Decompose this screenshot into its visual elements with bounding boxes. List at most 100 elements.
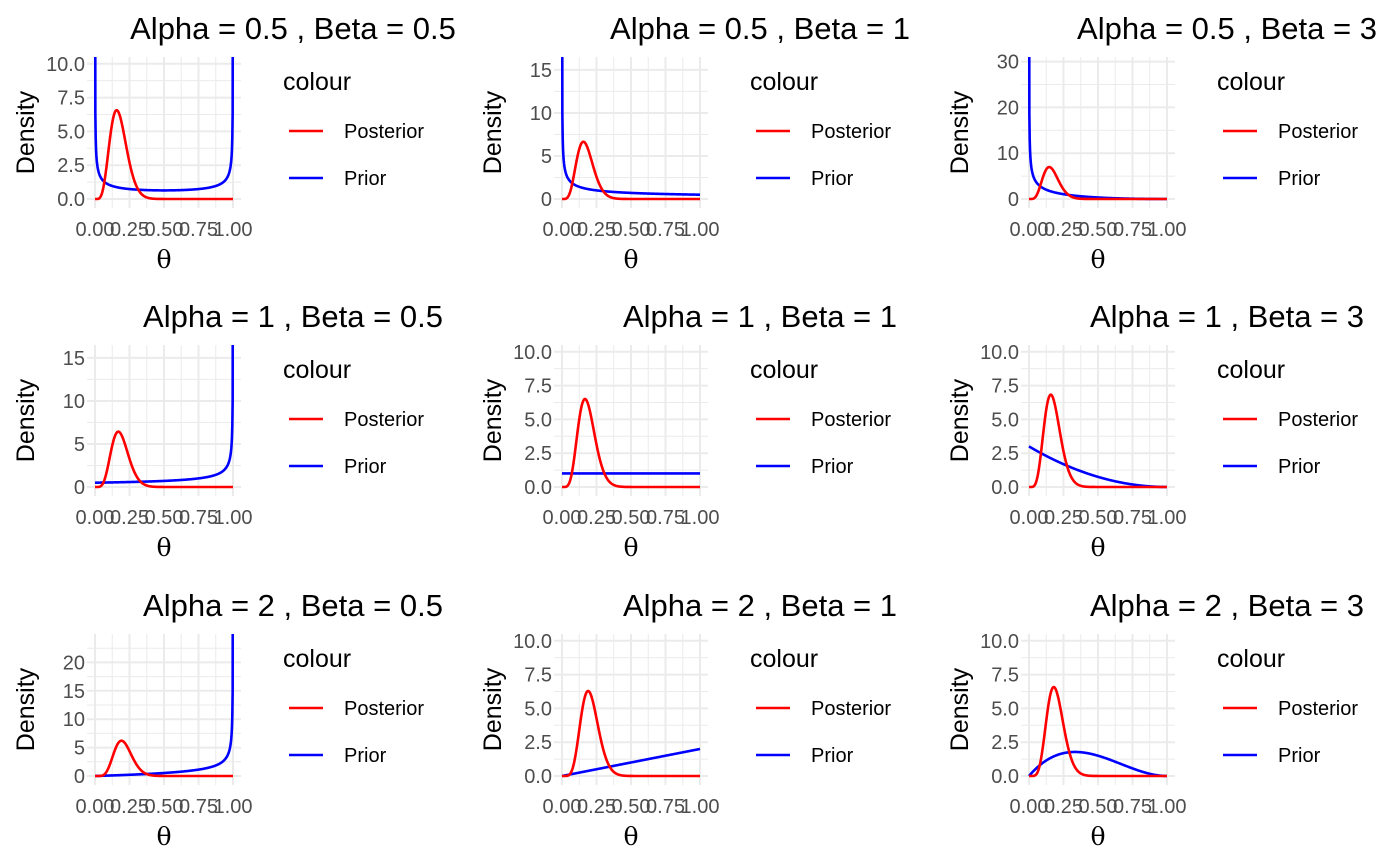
- x-tick-label: 0.75: [646, 507, 685, 529]
- x-tick-label: 0.25: [1044, 796, 1083, 818]
- y-tick-label: 10.0: [980, 342, 1019, 364]
- y-tick-label: 5.0: [991, 409, 1019, 431]
- panel-title: Alpha = 2 , Beta = 1: [623, 588, 897, 623]
- y-tick-label: 0.0: [991, 766, 1019, 788]
- legend-label-posterior: Posterior: [344, 409, 424, 431]
- legend: colour Posterior Prior: [1217, 645, 1358, 767]
- panel-title: Alpha = 1 , Beta = 0.5: [143, 299, 443, 334]
- x-tick-label: 1.00: [681, 796, 720, 818]
- y-tick-label: 10: [63, 709, 85, 731]
- legend-title: colour: [750, 356, 818, 384]
- y-tick-label: 0.0: [991, 477, 1019, 499]
- x-tick-label: 0.00: [76, 796, 115, 818]
- x-tick-label: 0.00: [1010, 507, 1049, 529]
- legend-title: colour: [283, 645, 351, 673]
- x-tick-label: 0.75: [646, 796, 685, 818]
- y-tick-label: 0: [74, 766, 85, 788]
- x-tick-label: 0.25: [110, 796, 149, 818]
- legend: colour Posterior Prior: [750, 645, 891, 767]
- x-tick-label: 0.50: [1079, 796, 1118, 818]
- x-tick-label: 0.25: [577, 796, 616, 818]
- x-tick-label: 0.00: [543, 796, 582, 818]
- legend: colour Posterior Prior: [283, 68, 424, 190]
- x-tick-label: 0.75: [1113, 507, 1152, 529]
- x-axis-label: θ: [1090, 245, 1105, 274]
- y-tick-label: 10.0: [513, 631, 552, 653]
- legend-title: colour: [283, 356, 351, 384]
- y-axis-label: Density: [946, 90, 974, 174]
- y-tick-label: 5: [74, 738, 85, 760]
- y-tick-label: 20: [997, 97, 1019, 119]
- x-tick-label: 1.00: [681, 507, 720, 529]
- x-axis-label: θ: [156, 822, 171, 851]
- x-tick-label: 0.50: [612, 507, 651, 529]
- prior-curve: [94, 345, 235, 484]
- y-tick-label: 7.5: [524, 665, 552, 687]
- posterior-curve: [562, 397, 700, 489]
- panel-1: 0.0 2.5 5.0 7.5 10.0 0.000.250.500.751.00 Alph…: [12, 11, 456, 274]
- x-tick-label: 0.00: [543, 507, 582, 529]
- panel-title: Alpha = 1 , Beta = 3: [1090, 299, 1364, 334]
- y-tick-label: 7.5: [991, 376, 1019, 398]
- y-tick-label: 7.5: [991, 665, 1019, 687]
- panel-title: Alpha = 2 , Beta = 3: [1090, 588, 1364, 623]
- prior-curve: [94, 634, 235, 778]
- legend-title: colour: [1217, 68, 1285, 96]
- y-tick-label: 2.5: [991, 443, 1019, 465]
- prior-curve: [560, 57, 701, 196]
- y-tick-label: 0.0: [524, 477, 552, 499]
- y-tick-label: 2.5: [57, 155, 85, 177]
- panel-6: 0.0 2.5 5.0 7.5 10.0 0.000.250.500.751.00 Alph…: [946, 299, 1364, 562]
- y-tick-label: 10: [997, 143, 1019, 165]
- x-tick-label: 0.25: [110, 507, 149, 529]
- y-tick-label: 7.5: [57, 88, 85, 110]
- panel-9: 0.0 2.5 5.0 7.5 10.0 0.000.250.500.751.00 Alph…: [946, 588, 1364, 851]
- x-tick-label: 0.25: [1044, 507, 1083, 529]
- legend-title: colour: [750, 645, 818, 673]
- y-tick-label: 0.0: [524, 766, 552, 788]
- x-tick-label: 1.00: [681, 219, 720, 241]
- panel-4: 0 5 10 15 0.000.250.500.751.00 Alpha = 1 , Be…: [12, 299, 443, 562]
- x-tick-label: 0.75: [1113, 796, 1152, 818]
- posterior-curve: [95, 430, 233, 489]
- x-tick-label: 0.25: [110, 219, 149, 241]
- x-axis-label: θ: [623, 245, 638, 274]
- posterior-curve: [1029, 685, 1167, 778]
- panel-title: Alpha = 1 , Beta = 1: [623, 299, 897, 334]
- x-tick-label: 0.50: [612, 219, 651, 241]
- x-tick-label: 1.00: [214, 796, 253, 818]
- x-tick-label: 0.50: [1079, 219, 1118, 241]
- y-axis-label: Density: [12, 90, 40, 174]
- posterior-curve: [1029, 165, 1167, 201]
- x-tick-label: 0.25: [1044, 219, 1083, 241]
- legend: colour Posterior Prior: [750, 356, 891, 478]
- legend-label-prior: Prior: [344, 168, 387, 190]
- y-axis-label: Density: [479, 90, 507, 174]
- x-tick-label: 0.50: [1079, 507, 1118, 529]
- y-tick-label: 5.0: [524, 409, 552, 431]
- y-tick-label: 15: [63, 681, 85, 703]
- x-tick-label: 1.00: [1148, 507, 1187, 529]
- y-tick-label: 0: [74, 477, 85, 499]
- prior-curve: [93, 57, 235, 192]
- y-axis-label: Density: [12, 667, 40, 751]
- legend: colour Posterior Prior: [1217, 68, 1358, 190]
- y-tick-label: 0.0: [57, 189, 85, 211]
- x-tick-label: 0.75: [179, 219, 218, 241]
- panel-8: 0.0 2.5 5.0 7.5 10.0 0.000.250.500.751.00 Alph…: [479, 588, 897, 851]
- y-tick-label: 15: [530, 60, 552, 82]
- legend-label-posterior: Posterior: [811, 698, 891, 720]
- x-axis-label: θ: [156, 533, 171, 562]
- posterior-curve: [562, 140, 700, 201]
- x-tick-label: 1.00: [214, 219, 253, 241]
- panel-2: 0 5 10 15 0.000.250.500.751.00 Alpha = 0.5 , …: [479, 11, 910, 274]
- y-tick-label: 10.0: [46, 54, 85, 76]
- x-tick-label: 0.25: [577, 507, 616, 529]
- y-tick-label: 5.0: [524, 698, 552, 720]
- legend-label-prior: Prior: [1278, 745, 1321, 767]
- legend-title: colour: [1217, 645, 1285, 673]
- legend: colour Posterior Prior: [283, 645, 424, 767]
- panel-title: Alpha = 0.5 , Beta = 0.5: [130, 11, 456, 46]
- y-axis-label: Density: [946, 667, 974, 751]
